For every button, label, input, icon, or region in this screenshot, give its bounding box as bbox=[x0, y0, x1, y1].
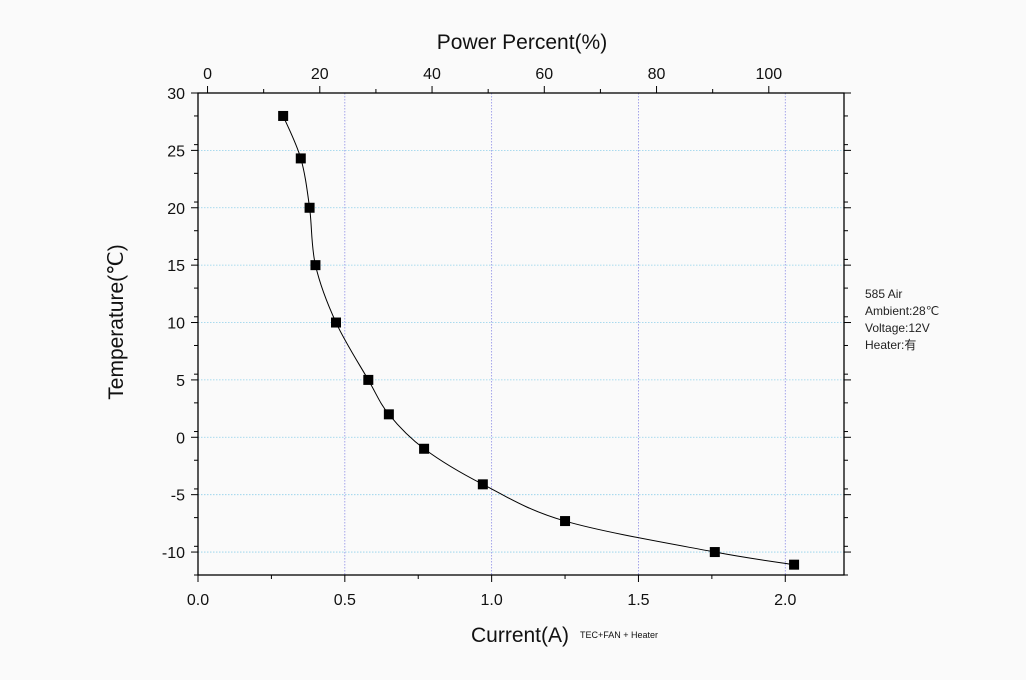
grid-lines bbox=[198, 93, 844, 575]
data-point bbox=[419, 443, 430, 454]
data-series bbox=[278, 110, 800, 570]
x2-axis-title: Power Percent(%) bbox=[437, 31, 607, 54]
data-point bbox=[310, 260, 321, 271]
x2-tick-label: 0 bbox=[203, 66, 212, 83]
y-tick-label: -5 bbox=[171, 488, 185, 505]
note-line: Ambient:28℃ bbox=[865, 304, 940, 318]
x-axis-subtitle: TEC+FAN + Heater bbox=[580, 630, 658, 640]
y-axis-title: Temperature(℃) bbox=[105, 244, 128, 399]
data-point bbox=[331, 317, 342, 328]
note-line: Voltage:12V bbox=[865, 321, 930, 335]
x-axis-title: Current(A) bbox=[471, 624, 569, 647]
axis-ticks: -10 -5 0 5 10 15 20 25 30 0.0 0.5 1.0 1.5 2.0 0 20 40 60 8… bbox=[162, 66, 851, 609]
plot-frame bbox=[197, 92, 845, 576]
y-tick-label: 15 bbox=[167, 258, 185, 275]
y-tick-label: 0 bbox=[176, 430, 185, 447]
x2-tick-label: 40 bbox=[423, 66, 441, 83]
data-point bbox=[560, 516, 571, 527]
x2-tick-label: 100 bbox=[755, 66, 782, 83]
x-tick-label: 2.0 bbox=[774, 592, 796, 609]
data-point bbox=[304, 202, 315, 213]
x2-tick-label: 60 bbox=[535, 66, 553, 83]
data-point bbox=[383, 409, 394, 420]
x-tick-label: 0.5 bbox=[334, 592, 356, 609]
y-tick-label: 20 bbox=[167, 201, 185, 218]
data-point bbox=[295, 153, 306, 164]
condition-notes: 585 Air Ambient:28℃ Voltage:12V Heater:有 bbox=[865, 286, 939, 354]
data-point bbox=[789, 559, 800, 570]
x2-tick-label: 80 bbox=[648, 66, 666, 83]
note-line: 585 Air bbox=[865, 287, 903, 301]
note-line: Heater:有 bbox=[865, 338, 917, 352]
data-point bbox=[477, 479, 488, 490]
x2-tick-label: 20 bbox=[311, 66, 329, 83]
y-tick-label: -10 bbox=[162, 545, 185, 562]
x-tick-label: 1.5 bbox=[627, 592, 649, 609]
y-tick-label: 5 bbox=[176, 373, 185, 390]
y-tick-label: 25 bbox=[167, 143, 185, 160]
data-point bbox=[278, 110, 289, 121]
data-point bbox=[709, 547, 720, 558]
x-tick-label: 0.0 bbox=[187, 592, 209, 609]
y-tick-label: 30 bbox=[167, 86, 185, 103]
y-tick-label: 10 bbox=[167, 316, 185, 333]
series-line bbox=[282, 115, 795, 566]
data-point bbox=[363, 374, 374, 385]
x-tick-label: 1.0 bbox=[481, 592, 503, 609]
